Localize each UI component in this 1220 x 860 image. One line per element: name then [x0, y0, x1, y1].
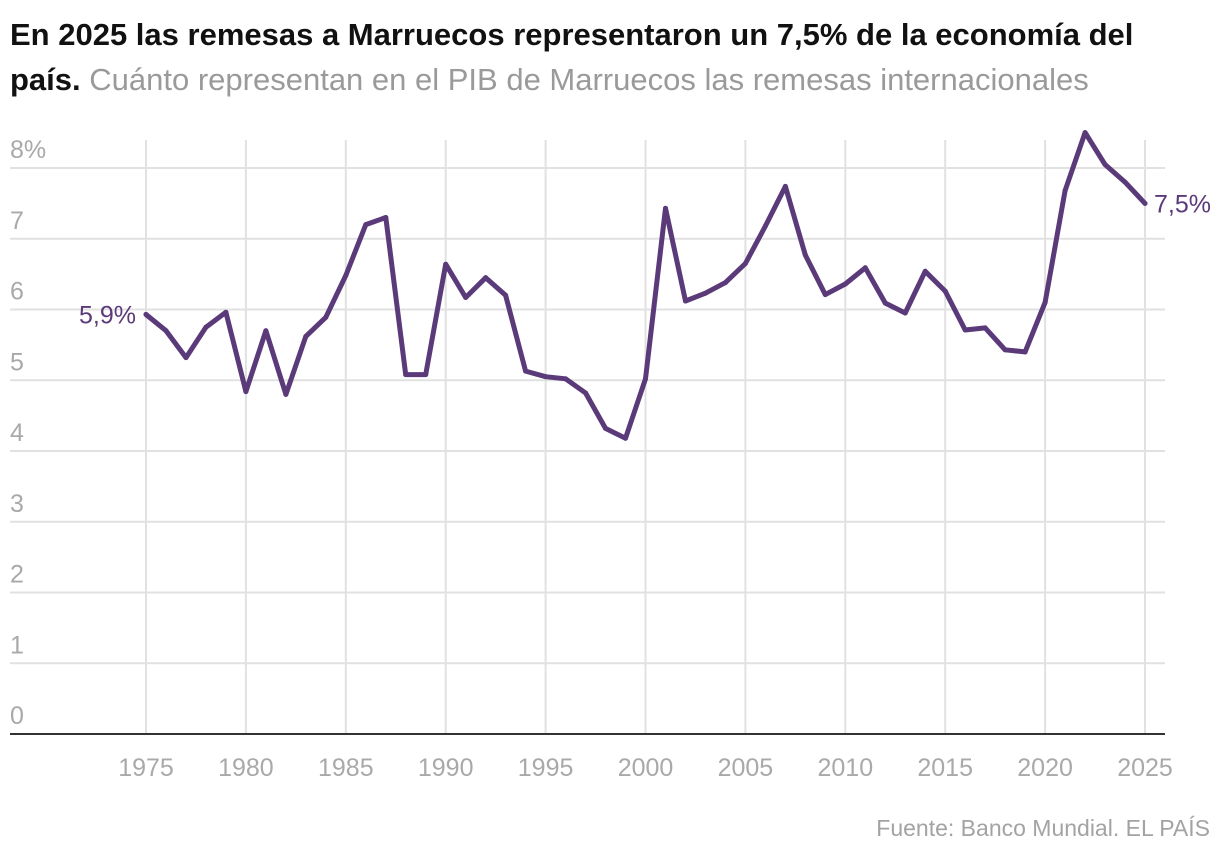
chart-heading: En 2025 las remesas a Marruecos represen…: [10, 12, 1210, 102]
data-point: [143, 311, 149, 317]
data-point: [483, 275, 489, 281]
data-point: [662, 205, 668, 211]
data-point: [822, 292, 828, 298]
data-point: [383, 215, 389, 221]
data-point: [543, 374, 549, 380]
data-point: [523, 368, 529, 374]
x-tick-label: 2015: [917, 754, 973, 782]
data-point: [942, 288, 948, 294]
x-tick-label: 1975: [118, 754, 174, 782]
data-point: [263, 328, 269, 334]
data-point: [1062, 188, 1068, 194]
data-point: [1142, 200, 1148, 206]
data-point: [443, 261, 449, 267]
data-point: [922, 268, 928, 274]
data-point: [782, 183, 788, 189]
data-point: [762, 223, 768, 229]
data-point: [702, 290, 708, 296]
y-tick-label: 2: [10, 561, 24, 589]
data-point: [563, 376, 569, 382]
data-point: [323, 314, 329, 320]
data-point: [842, 281, 848, 287]
data-point: [882, 300, 888, 306]
chart-subtitle: Cuánto representan en el PIB de Marrueco…: [89, 62, 1089, 97]
data-point: [682, 298, 688, 304]
data-point: [603, 425, 609, 431]
data-point: [203, 324, 209, 330]
x-tick-label: 1985: [318, 754, 374, 782]
y-axis-ticks: 0 1 2 3 4 5 6 7 8%: [10, 136, 46, 730]
data-point: [643, 376, 648, 382]
data-point: [902, 310, 908, 316]
y-tick-label: 8%: [10, 136, 46, 164]
end-value-label: 7,5%: [1154, 190, 1211, 218]
data-point: [343, 273, 349, 279]
y-tick-label: 4: [10, 419, 24, 447]
data-point: [1102, 161, 1108, 167]
data-point: [1122, 179, 1128, 185]
data-point: [802, 252, 808, 258]
data-point: [1002, 347, 1008, 353]
data-point: [583, 390, 589, 396]
data-point: [403, 372, 409, 378]
series-layer: [143, 130, 1148, 441]
y-tick-label: 1: [10, 631, 24, 659]
x-tick-label: 2010: [817, 754, 873, 782]
start-value-label: 5,9%: [79, 301, 136, 329]
y-tick-label: 5: [10, 348, 24, 376]
x-tick-label: 2020: [1017, 754, 1073, 782]
data-point: [742, 261, 748, 267]
source-note: Fuente: Banco Mundial. EL PAÍS: [876, 815, 1210, 841]
y-tick-label: 3: [10, 490, 24, 518]
title-period: .: [72, 62, 81, 97]
chart-title: En 2025 las remesas a Marruecos represen…: [10, 17, 1134, 97]
grid-lines: [10, 140, 1165, 734]
data-point: [962, 327, 968, 333]
data-point: [423, 372, 429, 378]
data-point: [243, 389, 249, 395]
data-point: [1042, 299, 1048, 305]
data-point: [223, 309, 229, 315]
x-tick-label: 1990: [418, 754, 474, 782]
data-point: [463, 294, 469, 300]
data-point: [183, 355, 189, 361]
x-tick-label: 2000: [618, 754, 674, 782]
data-point: [503, 292, 509, 298]
y-tick-label: 6: [10, 278, 24, 306]
data-point: [363, 222, 369, 228]
data-point: [1022, 349, 1028, 355]
x-tick-label: 2025: [1117, 754, 1173, 782]
y-tick-label: 7: [10, 207, 24, 235]
x-tick-label: 2005: [718, 754, 774, 782]
data-point: [862, 265, 868, 271]
data-point: [722, 280, 728, 286]
data-point: [1082, 130, 1088, 136]
data-point: [982, 325, 988, 331]
end-labels: 5,9% 7,5%: [79, 190, 1211, 329]
x-tick-label: 1980: [218, 754, 274, 782]
y-tick-label: 0: [10, 702, 24, 730]
data-point: [623, 435, 629, 441]
data-point: [163, 328, 169, 334]
x-tick-label: 1995: [518, 754, 574, 782]
data-point: [303, 333, 309, 339]
x-axis-ticks: 1975 1980 1985 1990 1995 2000 2005 2010 2015 2020…: [118, 754, 1173, 782]
data-point: [283, 391, 289, 397]
